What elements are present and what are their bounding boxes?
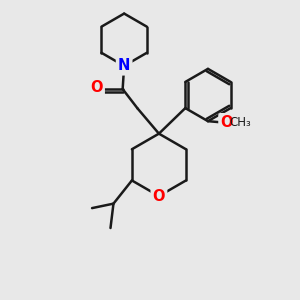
Text: O: O <box>90 80 103 95</box>
Text: O: O <box>153 189 165 204</box>
Text: O: O <box>220 115 233 130</box>
Text: N: N <box>118 58 130 74</box>
Text: CH₃: CH₃ <box>229 116 250 129</box>
